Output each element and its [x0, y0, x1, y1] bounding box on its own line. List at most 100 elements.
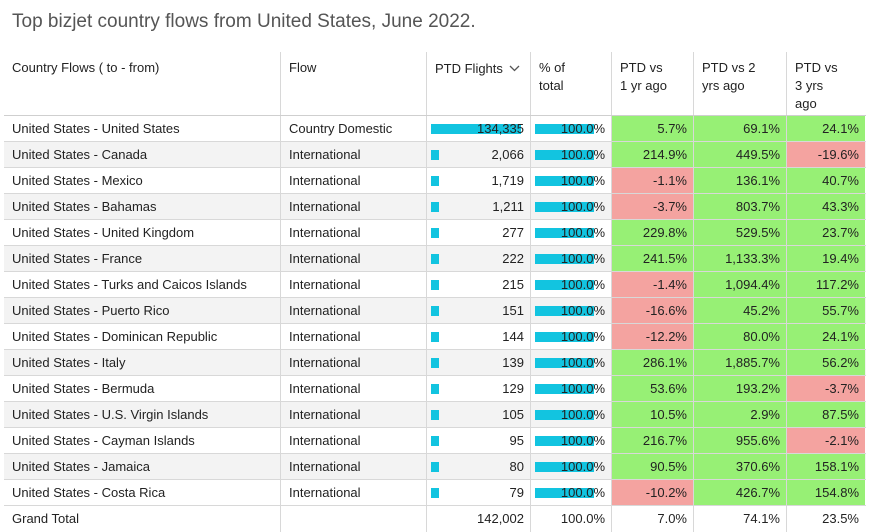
- vs-2yr-cell: 1,133.3%: [693, 246, 786, 271]
- header-y3-line2: 3 yrs: [795, 78, 824, 93]
- vs-1yr-cell: 5.7%: [611, 116, 693, 141]
- country-name: United States - U.S. Virgin Islands: [12, 407, 209, 422]
- table-row: United States - United States Country Dom…: [4, 116, 866, 142]
- vs-2yr-value: 69.1%: [743, 121, 780, 136]
- ptd-cell: 2,066: [426, 142, 530, 167]
- header-y2-line1: PTD vs 2: [702, 60, 756, 75]
- vs-3yr-value: 117.2%: [815, 277, 859, 292]
- flow-type: International: [289, 173, 361, 188]
- header-vs-3yr[interactable]: PTD vs 3 yrs ago: [786, 52, 865, 115]
- ptd-bar: [431, 436, 439, 446]
- vs-3yr-value: 43.3%: [822, 199, 859, 214]
- vs-2yr-cell: 45.2%: [693, 298, 786, 323]
- ptd-value: 134,335: [477, 121, 524, 136]
- country-cell: United States - Dominican Republic: [4, 324, 280, 349]
- pct-cell: 100.0%: [530, 480, 611, 505]
- country-cell: United States - Canada: [4, 142, 280, 167]
- table-row: United States - Jamaica International 80 10…: [4, 454, 866, 480]
- ptd-value: 95: [509, 433, 524, 448]
- vs-1yr-cell: 216.7%: [611, 428, 693, 453]
- ptd-value: 2,066: [491, 147, 524, 162]
- table-row: United States - Italy International 139 100…: [4, 350, 866, 376]
- vs-2yr-cell: 80.0%: [693, 324, 786, 349]
- grand-total-row: Grand Total 142,002 100.0% 7.0% 74.1% 23…: [4, 506, 866, 532]
- total-label-cell: Grand Total: [4, 506, 280, 532]
- vs-1yr-cell: 229.8%: [611, 220, 693, 245]
- pct-value: 100.0%: [560, 121, 605, 136]
- country-name: United States - Jamaica: [12, 459, 151, 474]
- country-name: United States - Bermuda: [12, 381, 155, 396]
- table-row: United States - Puerto Rico International…: [4, 298, 866, 324]
- table-row: United States - France International 222 10…: [4, 246, 866, 272]
- pct-cell: 100.0%: [530, 272, 611, 297]
- ptd-value: 151: [502, 303, 524, 318]
- vs-2yr-cell: 1,094.4%: [693, 272, 786, 297]
- vs-2yr-value: 1,885.7%: [725, 355, 780, 370]
- pct-bar: [535, 436, 594, 446]
- vs-2yr-cell: 193.2%: [693, 376, 786, 401]
- ptd-value: 129: [502, 381, 524, 396]
- header-vs-1yr[interactable]: PTD vs 1 yr ago: [611, 52, 693, 115]
- total-ptd-cell: 142,002: [426, 506, 530, 532]
- vs-1yr-cell: 53.6%: [611, 376, 693, 401]
- ptd-bar: [431, 124, 521, 134]
- table-row: United States - Bermuda International 129 1…: [4, 376, 866, 402]
- header-vs-2yr[interactable]: PTD vs 2 yrs ago: [693, 52, 786, 115]
- country-name: United States - France: [12, 251, 143, 266]
- vs-3yr-value: 24.1%: [822, 121, 859, 136]
- pct-value: 100.0%: [560, 329, 605, 344]
- vs-2yr-value: 2.9%: [750, 407, 780, 422]
- country-cell: United States - Bermuda: [4, 376, 280, 401]
- vs-1yr-value: 10.5%: [650, 407, 687, 422]
- table-row: United States - Dominican Republic Intern…: [4, 324, 866, 350]
- country-name: United States - Cayman Islands: [12, 433, 195, 448]
- header-flow[interactable]: Flow: [280, 52, 426, 115]
- ptd-bar: [431, 176, 439, 186]
- country-name: United States - Puerto Rico: [12, 303, 170, 318]
- pct-bar: [535, 332, 594, 342]
- pct-cell: 100.0%: [530, 246, 611, 271]
- total-y2: 74.1%: [743, 511, 780, 526]
- vs-3yr-value: 56.2%: [822, 355, 859, 370]
- header-pct-total[interactable]: % of total: [530, 52, 611, 115]
- vs-3yr-cell: 40.7%: [786, 168, 865, 193]
- ptd-cell: 277: [426, 220, 530, 245]
- vs-1yr-cell: 90.5%: [611, 454, 693, 479]
- flow-cell: International: [280, 142, 426, 167]
- vs-1yr-value: -1.4%: [653, 277, 687, 292]
- pct-value: 100.0%: [560, 355, 605, 370]
- flow-cell: International: [280, 298, 426, 323]
- vs-3yr-cell: 55.7%: [786, 298, 865, 323]
- ptd-bar: [431, 150, 439, 160]
- vs-3yr-cell: 56.2%: [786, 350, 865, 375]
- header-country[interactable]: Country Flows ( to - from): [4, 52, 280, 115]
- country-cell: United States - Costa Rica: [4, 480, 280, 505]
- ptd-bar: [431, 488, 439, 498]
- pct-bar: [535, 358, 594, 368]
- flow-type: International: [289, 199, 361, 214]
- pct-value: 100.0%: [560, 459, 605, 474]
- header-ptd-flights[interactable]: PTD Flights: [426, 52, 530, 115]
- table-row: United States - Cayman Islands Internatio…: [4, 428, 866, 454]
- ptd-bar: [431, 332, 439, 342]
- flow-cell: International: [280, 480, 426, 505]
- header-flow-label: Flow: [289, 60, 317, 75]
- vs-3yr-cell: 24.1%: [786, 324, 865, 349]
- pct-bar: [535, 202, 594, 212]
- vs-1yr-cell: 10.5%: [611, 402, 693, 427]
- header-y3-line3: ago: [795, 96, 817, 111]
- vs-3yr-value: 40.7%: [822, 173, 859, 188]
- pct-value: 100.0%: [560, 407, 605, 422]
- pct-value: 100.0%: [560, 147, 605, 162]
- table-row: United States - Bahamas International 1,21…: [4, 194, 866, 220]
- vs-1yr-cell: -16.6%: [611, 298, 693, 323]
- pct-cell: 100.0%: [530, 168, 611, 193]
- ptd-bar: [431, 306, 439, 316]
- chevron-down-icon[interactable]: [509, 59, 520, 77]
- flow-cell: International: [280, 272, 426, 297]
- country-cell: United States - United Kingdom: [4, 220, 280, 245]
- country-cell: United States - Italy: [4, 350, 280, 375]
- table-row: United States - Turks and Caicos Islands…: [4, 272, 866, 298]
- country-name: United States - Mexico: [12, 173, 143, 188]
- country-name: United States - Canada: [12, 147, 148, 162]
